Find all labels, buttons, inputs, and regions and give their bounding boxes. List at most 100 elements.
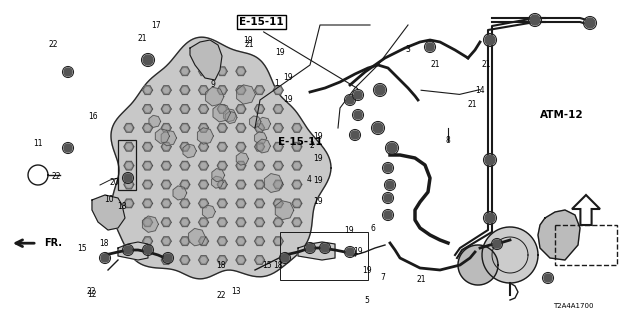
Polygon shape: [143, 142, 152, 151]
Text: 18: 18: [100, 239, 109, 248]
Polygon shape: [161, 256, 172, 264]
Text: 19: 19: [313, 176, 323, 185]
Text: 12: 12: [87, 290, 96, 299]
Circle shape: [276, 182, 281, 187]
Circle shape: [426, 43, 434, 51]
Circle shape: [145, 107, 150, 111]
Circle shape: [182, 258, 188, 262]
Polygon shape: [217, 86, 227, 94]
Text: 4: 4: [307, 175, 312, 184]
Circle shape: [182, 163, 188, 168]
Polygon shape: [217, 218, 227, 227]
Circle shape: [182, 69, 188, 74]
Circle shape: [127, 125, 131, 130]
Circle shape: [182, 220, 188, 225]
Circle shape: [257, 107, 262, 111]
Polygon shape: [149, 115, 161, 127]
Polygon shape: [198, 237, 209, 245]
Polygon shape: [255, 256, 264, 264]
Circle shape: [238, 88, 243, 92]
Text: 15: 15: [77, 244, 87, 252]
Circle shape: [257, 88, 262, 92]
Polygon shape: [273, 142, 284, 151]
Text: 10: 10: [104, 195, 114, 204]
Circle shape: [201, 258, 206, 262]
Text: 11: 11: [34, 139, 43, 148]
Polygon shape: [264, 173, 283, 192]
Text: 9: 9: [211, 80, 216, 89]
Circle shape: [238, 239, 243, 244]
Circle shape: [257, 220, 262, 225]
Text: 22: 22: [87, 287, 96, 296]
Text: 17: 17: [150, 21, 161, 30]
Polygon shape: [180, 86, 190, 94]
Circle shape: [220, 69, 225, 74]
Text: 19: 19: [362, 266, 372, 275]
Polygon shape: [180, 161, 190, 170]
Circle shape: [201, 107, 206, 111]
Polygon shape: [198, 67, 209, 76]
Text: 21: 21: [245, 40, 254, 49]
Polygon shape: [255, 199, 264, 208]
Circle shape: [238, 182, 243, 187]
Polygon shape: [273, 105, 284, 113]
Circle shape: [306, 244, 314, 252]
Polygon shape: [257, 139, 271, 153]
Text: 22: 22: [52, 172, 61, 181]
Bar: [280, 232, 368, 280]
Circle shape: [257, 144, 262, 149]
Circle shape: [321, 244, 329, 252]
Polygon shape: [292, 142, 302, 151]
Polygon shape: [143, 199, 152, 208]
Circle shape: [294, 182, 300, 187]
Text: 5: 5: [364, 296, 369, 305]
Circle shape: [127, 201, 131, 206]
Circle shape: [384, 164, 392, 172]
Text: 8: 8: [445, 136, 451, 145]
Text: 19: 19: [313, 197, 323, 206]
Circle shape: [220, 163, 225, 168]
Polygon shape: [236, 124, 246, 132]
Polygon shape: [111, 37, 331, 279]
Circle shape: [485, 213, 495, 223]
Text: 2: 2: [310, 141, 315, 150]
Text: 3: 3: [406, 45, 411, 54]
Polygon shape: [217, 142, 227, 151]
Circle shape: [257, 201, 262, 206]
Circle shape: [201, 144, 206, 149]
Polygon shape: [180, 256, 190, 264]
Polygon shape: [275, 201, 294, 220]
Polygon shape: [236, 105, 246, 113]
Text: 19: 19: [283, 73, 293, 82]
Circle shape: [127, 182, 131, 187]
Circle shape: [220, 201, 225, 206]
Circle shape: [164, 254, 172, 262]
Circle shape: [127, 144, 131, 149]
Polygon shape: [255, 180, 264, 189]
Text: FR.: FR.: [44, 238, 62, 248]
Polygon shape: [161, 86, 172, 94]
Polygon shape: [180, 237, 190, 245]
Polygon shape: [225, 111, 237, 124]
Circle shape: [373, 123, 383, 133]
Circle shape: [276, 125, 281, 130]
Polygon shape: [190, 40, 222, 80]
Text: 19: 19: [243, 36, 253, 44]
Polygon shape: [236, 218, 246, 227]
Circle shape: [238, 163, 243, 168]
Circle shape: [201, 239, 206, 244]
Polygon shape: [292, 124, 302, 132]
Polygon shape: [292, 199, 302, 208]
Circle shape: [281, 254, 289, 262]
Circle shape: [145, 163, 150, 168]
Polygon shape: [143, 216, 159, 232]
Circle shape: [238, 69, 243, 74]
Text: 13: 13: [230, 287, 241, 296]
Polygon shape: [183, 144, 196, 158]
Circle shape: [276, 88, 281, 92]
Circle shape: [384, 194, 392, 202]
Polygon shape: [292, 180, 302, 189]
Polygon shape: [143, 105, 152, 113]
Circle shape: [124, 174, 132, 182]
Polygon shape: [273, 199, 284, 208]
